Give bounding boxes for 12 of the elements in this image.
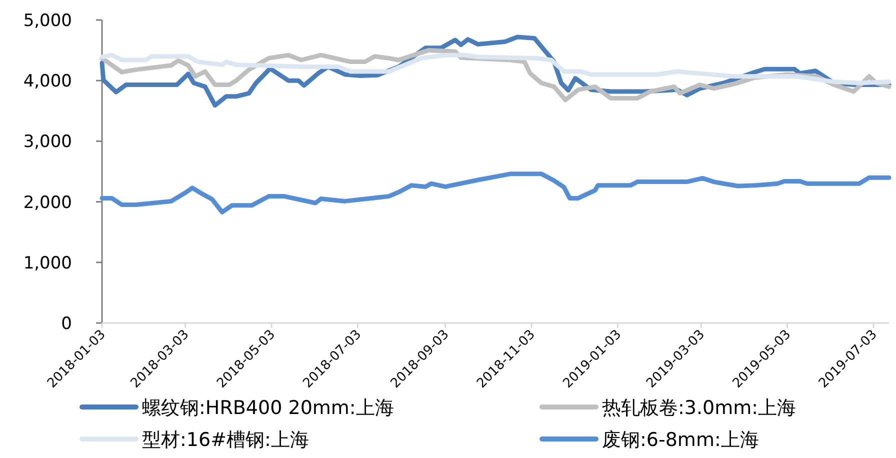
y-tick-label: 1,000 xyxy=(23,253,72,274)
legend-label: 型材:16#槽钢:上海 xyxy=(142,429,309,451)
y-tick-label: 0 xyxy=(61,314,72,334)
line-series xyxy=(100,52,892,86)
line-series xyxy=(100,172,892,214)
y-tick-label: 4,000 xyxy=(23,72,72,92)
y-tick-label: 3,000 xyxy=(23,132,72,152)
legend-label: 废钢:6-8mm:上海 xyxy=(602,429,759,451)
legend-label: 螺纹钢:HRB400 20mm:上海 xyxy=(142,397,394,419)
y-tick-label: 5,000 xyxy=(23,11,72,31)
legend-label: 热轧板卷:3.0mm:上海 xyxy=(602,397,796,419)
y-tick-label: 2,000 xyxy=(23,192,72,213)
